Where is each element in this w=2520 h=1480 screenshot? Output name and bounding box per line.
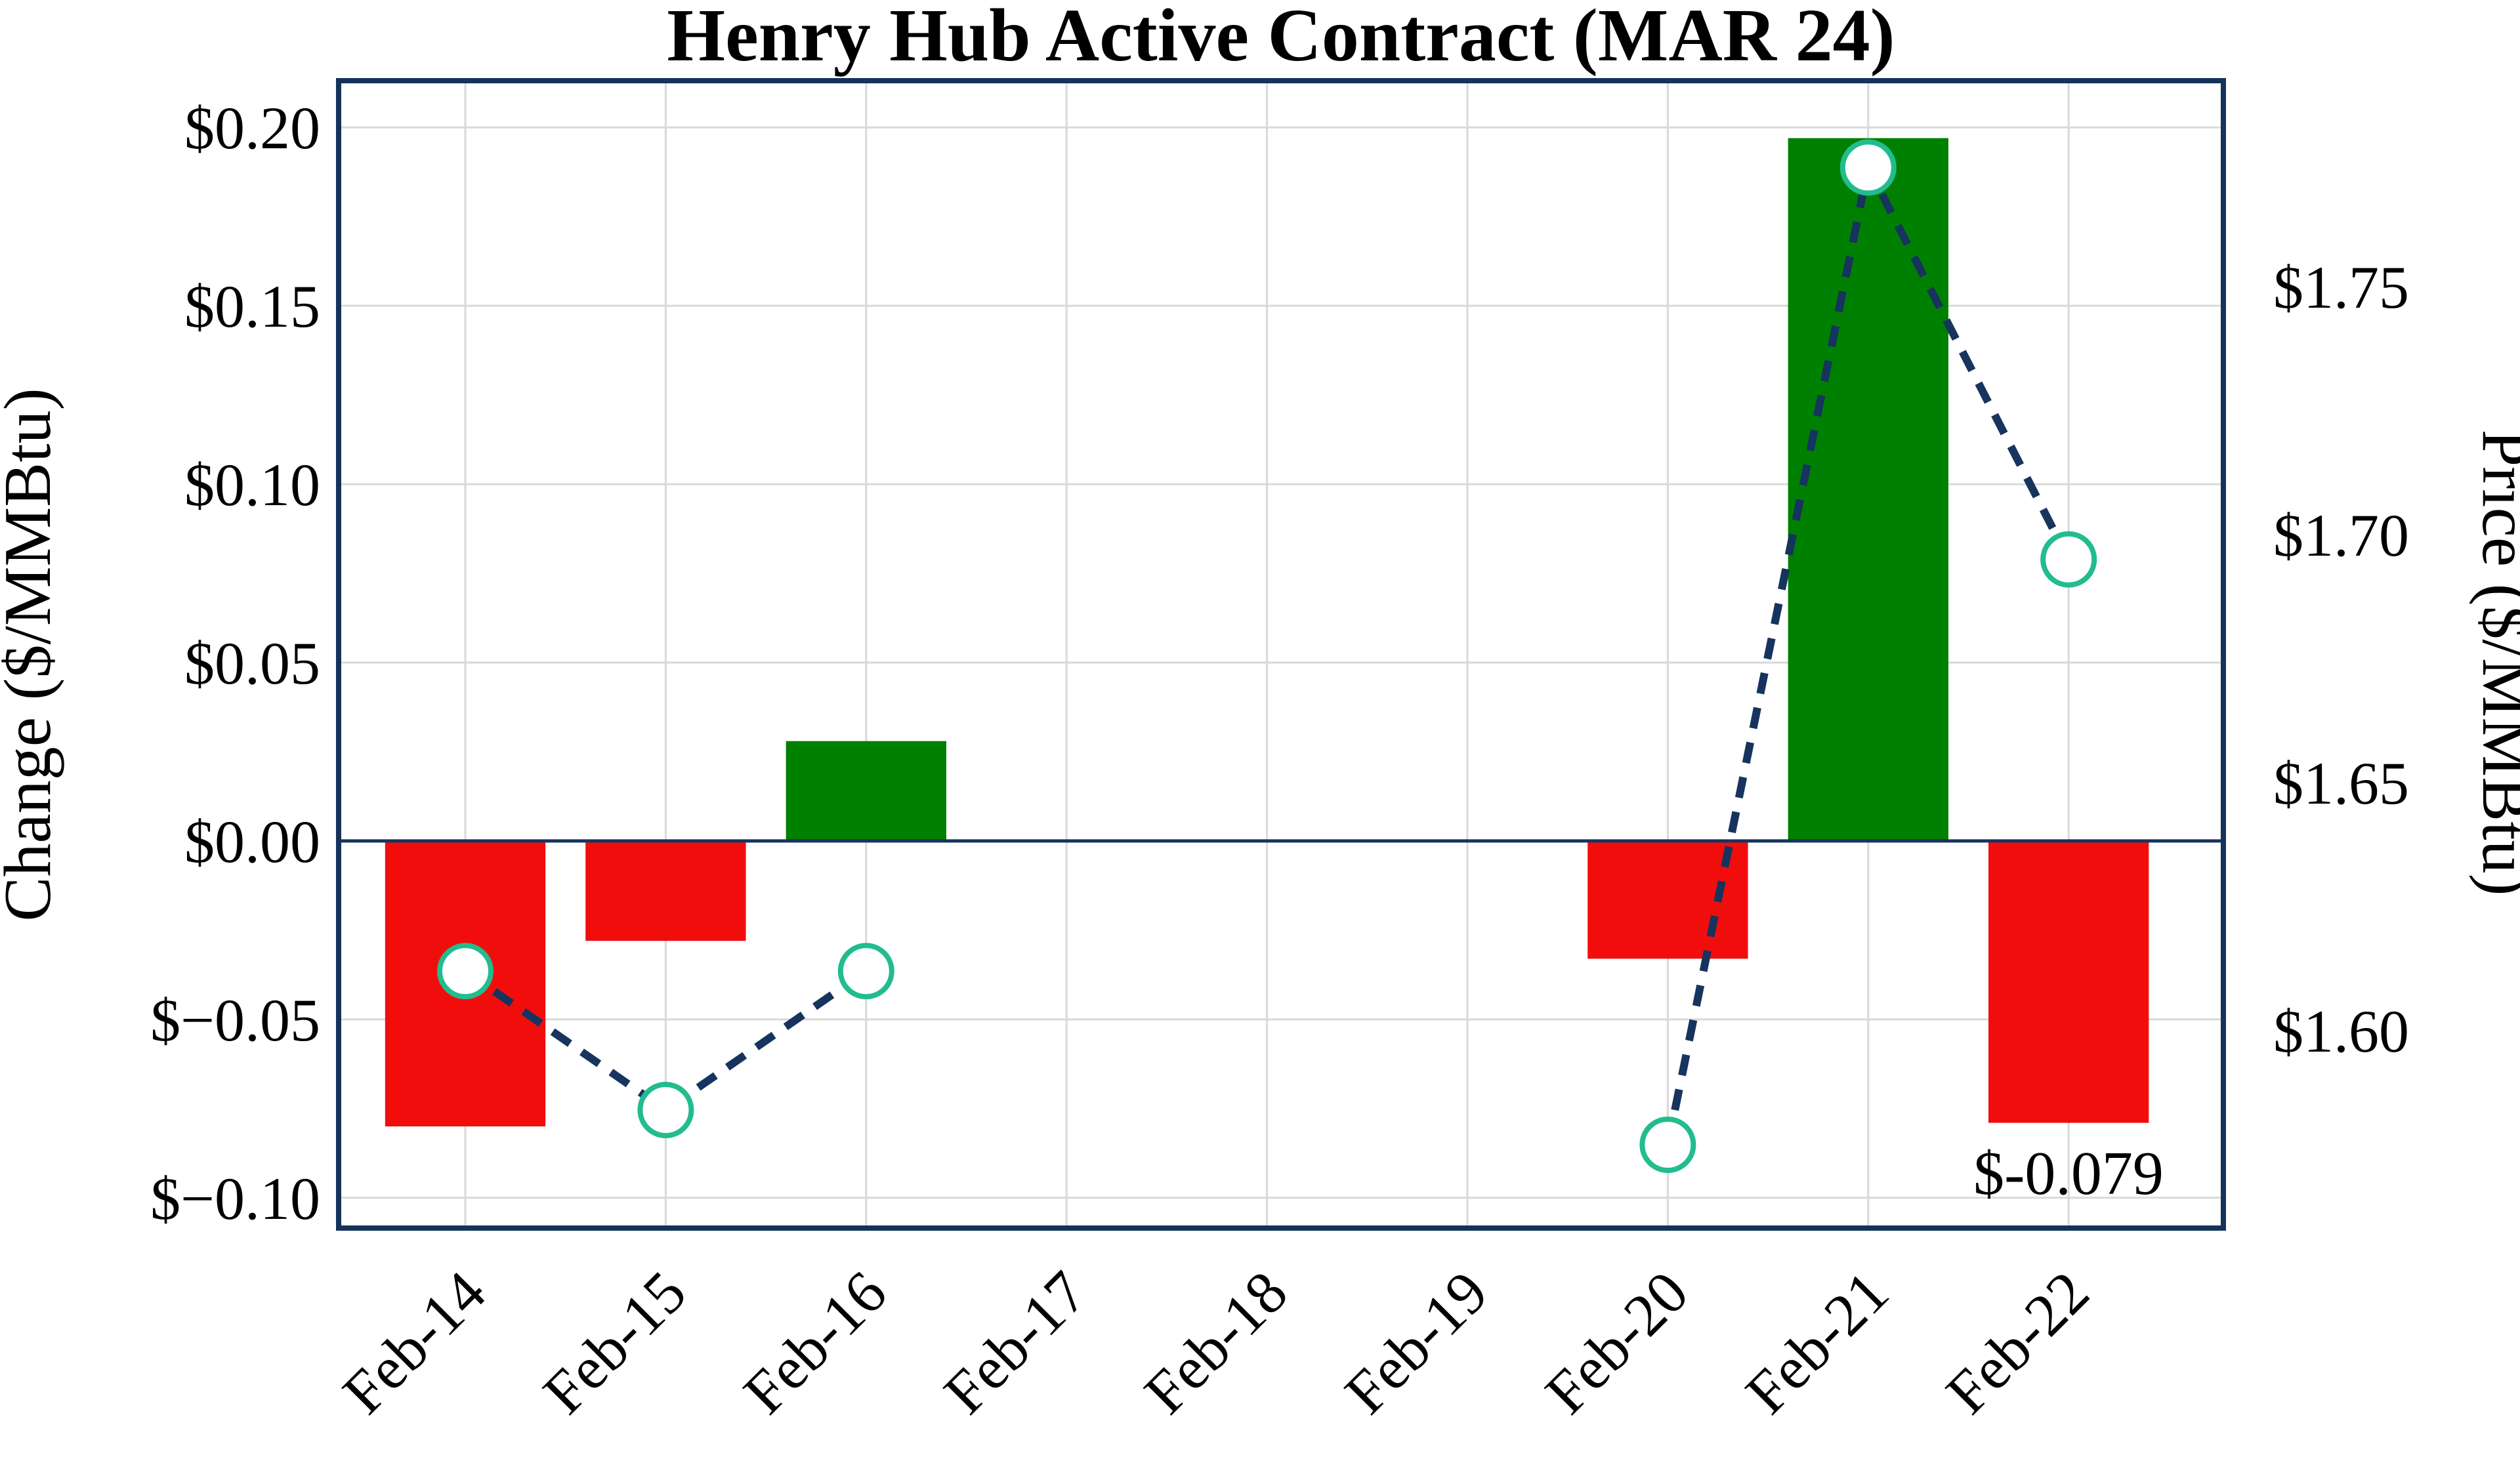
left-axis-tick-label: $0.15 [184,273,320,340]
x-tick-label-feb-18: Feb-18 [1131,1258,1299,1426]
left-axis-title: Change ($/MMBtu) [0,388,65,921]
right-axis-tick-label: $1.70 [2273,502,2409,569]
x-tick-label-feb-19: Feb-19 [1332,1258,1500,1426]
x-tick-label-feb-22: Feb-22 [1933,1258,2101,1426]
chart-title: Henry Hub Active Contract (MAR 24) [667,0,1895,77]
left-axis-tick-label: $0.05 [184,630,320,697]
x-tick-label-feb-21: Feb-21 [1733,1258,1901,1426]
x-tick-label-feb-15: Feb-15 [530,1258,698,1426]
price-marker-feb-14 [437,943,494,1000]
change-annotation: $-0.079 [1973,1140,2164,1208]
right-axis-title: Price ($/MMBtu) [2468,429,2520,895]
left-axis-tick-label: $0.10 [184,451,320,518]
x-tick-label-feb-17: Feb-17 [931,1258,1099,1426]
price-marker-feb-15 [637,1082,694,1139]
change-bar-feb-21 [1788,138,1948,841]
left-axis-tick-label: $0.20 [184,94,320,161]
change-bar-feb-15 [585,840,746,941]
left-axis-tick-label: $−0.10 [150,1165,320,1232]
left-axis-tick-label: $−0.05 [150,987,320,1054]
price-line-segment [463,968,869,1115]
price-markers [437,139,2097,1173]
price-marker-feb-16 [837,943,894,1000]
x-tick-label-feb-16: Feb-16 [731,1258,899,1426]
left-axis-tick-label: $0.00 [184,808,320,875]
price-marker-feb-22 [2040,531,2097,588]
change-bar-feb-16 [786,741,946,841]
plot-spines [336,78,2226,1231]
x-tick-label-feb-14: Feb-14 [330,1258,498,1426]
price-marker-feb-21 [1839,139,1897,196]
change-bar-feb-22 [1988,840,2149,1123]
price-marker-feb-20 [1639,1116,1696,1173]
right-axis-tick-label: $1.60 [2273,998,2409,1065]
plot-border [336,78,2226,1231]
x-tick-label-feb-20: Feb-20 [1532,1258,1700,1426]
right-axis-tick-label: $1.65 [2273,750,2409,817]
right-axis-tick-label: $1.75 [2273,254,2409,321]
